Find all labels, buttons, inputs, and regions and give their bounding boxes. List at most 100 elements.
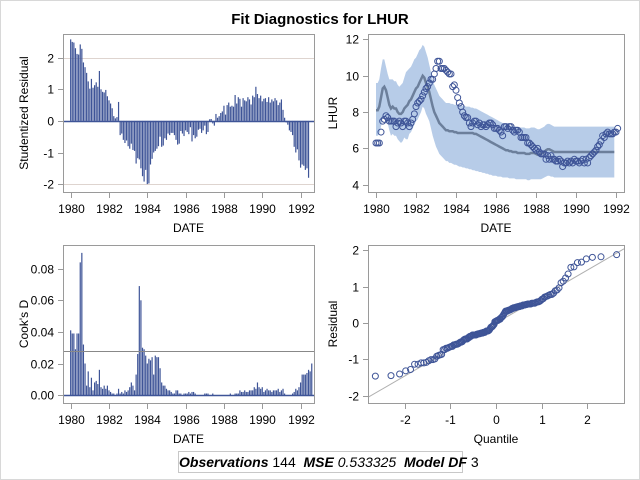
y-axis-label: Residual xyxy=(326,301,340,348)
qq-point xyxy=(613,251,621,259)
qq-point xyxy=(577,258,585,266)
x-tick-label: 1988 xyxy=(211,202,238,216)
qq-point xyxy=(402,367,410,375)
x-tick-label: 1984 xyxy=(134,413,161,427)
qq-point xyxy=(567,263,575,271)
observed-point xyxy=(532,146,540,154)
observed-point xyxy=(570,155,578,163)
observed-point xyxy=(599,132,607,140)
observed-point xyxy=(382,112,390,120)
qq-point xyxy=(557,279,565,287)
y-tick-label: 2 xyxy=(47,52,54,66)
x-tick-label: 1984 xyxy=(134,202,161,216)
qq-point xyxy=(396,370,404,378)
observed-point xyxy=(424,83,432,91)
x-tick-label: 1986 xyxy=(173,413,200,427)
observed-point xyxy=(455,99,463,107)
x-tick-label: -2 xyxy=(400,413,411,427)
observed-point xyxy=(567,157,575,165)
x-tick-label: 1982 xyxy=(403,202,430,216)
qq-point xyxy=(498,313,506,321)
observed-point xyxy=(510,128,518,136)
observed-point xyxy=(509,126,517,134)
observed-point xyxy=(412,103,420,111)
qq-point xyxy=(570,263,578,271)
x-tick-label: 1980 xyxy=(363,202,390,216)
plot-frame-1 xyxy=(368,34,625,193)
observed-point xyxy=(497,128,505,136)
observed-point xyxy=(459,108,467,116)
x-axis-label: DATE xyxy=(480,221,511,235)
qq-point xyxy=(407,365,415,373)
model-df-label: Model DF xyxy=(403,454,467,470)
qq-point xyxy=(582,255,590,263)
y-tick-label: 12 xyxy=(346,33,360,47)
observed-point xyxy=(612,128,620,136)
y-tick-label: 0.04 xyxy=(31,326,55,340)
y-axis-label: Cook's D xyxy=(17,300,31,349)
observed-point xyxy=(404,119,412,127)
x-tick-label: -1 xyxy=(445,413,456,427)
observed-point xyxy=(415,97,423,105)
observed-point xyxy=(472,117,480,125)
observed-point xyxy=(502,123,510,131)
observed-point xyxy=(595,141,603,149)
fitted-line xyxy=(376,73,615,157)
x-tick-label: 1992 xyxy=(603,202,630,216)
plot-frame-2 xyxy=(63,245,315,404)
observed-point xyxy=(495,126,503,134)
x-tick-label: 1980 xyxy=(58,413,85,427)
observed-point xyxy=(609,130,617,138)
observed-point xyxy=(614,124,622,132)
y-tick-label: 0.00 xyxy=(31,389,55,403)
observed-point xyxy=(487,119,495,127)
x-tick-label: 1984 xyxy=(443,202,470,216)
x-tick-label: 1992 xyxy=(288,202,315,216)
y-tick-label: 0.06 xyxy=(31,294,55,308)
qq-point xyxy=(573,259,581,267)
observed-point xyxy=(484,121,492,129)
observed-point xyxy=(419,92,427,100)
x-tick-label: 0 xyxy=(493,413,500,427)
x-tick-label: 1990 xyxy=(249,202,276,216)
x-tick-label: 1988 xyxy=(211,413,238,427)
observed-point xyxy=(565,159,573,167)
model-df-value: 3 xyxy=(470,454,479,470)
x-tick-label: 1980 xyxy=(58,202,85,216)
y-tick-label: 4 xyxy=(352,179,359,193)
observations-value: 144 xyxy=(272,454,296,470)
observed-point xyxy=(460,112,468,120)
x-tick-label: 1 xyxy=(539,413,546,427)
observed-point xyxy=(444,68,452,76)
observed-point xyxy=(377,128,385,136)
x-axis-label: Quantile xyxy=(474,432,519,446)
figure-title: Fit Diagnostics for LHUR xyxy=(231,11,409,28)
qq-point xyxy=(371,372,379,380)
observed-point xyxy=(580,159,588,167)
observed-point xyxy=(452,86,460,94)
observed-point xyxy=(405,123,413,131)
observations-label: Observations xyxy=(179,454,269,470)
observed-point xyxy=(435,57,443,65)
plot-frame-0 xyxy=(63,34,315,193)
observed-point xyxy=(392,123,400,131)
observed-point xyxy=(545,155,553,163)
qq-point xyxy=(588,253,596,261)
observed-point xyxy=(477,123,485,131)
qq-point xyxy=(417,359,425,367)
y-tick-label: -1 xyxy=(43,147,54,161)
y-axis-label: LHUR xyxy=(326,96,340,129)
x-axis-label: DATE xyxy=(173,221,204,235)
x-tick-label: 1992 xyxy=(288,413,315,427)
qq-point xyxy=(564,270,572,278)
x-tick-label: 1982 xyxy=(96,202,123,216)
qq-point xyxy=(597,253,605,261)
observed-point xyxy=(499,132,507,140)
qq-point xyxy=(553,286,561,294)
x-tick-label: 1988 xyxy=(523,202,550,216)
plot-frame-3 xyxy=(368,245,625,404)
observed-point xyxy=(530,144,538,152)
observed-point xyxy=(534,144,542,152)
y-tick-label: 8 xyxy=(352,106,359,120)
y-tick-label: 6 xyxy=(352,142,359,156)
